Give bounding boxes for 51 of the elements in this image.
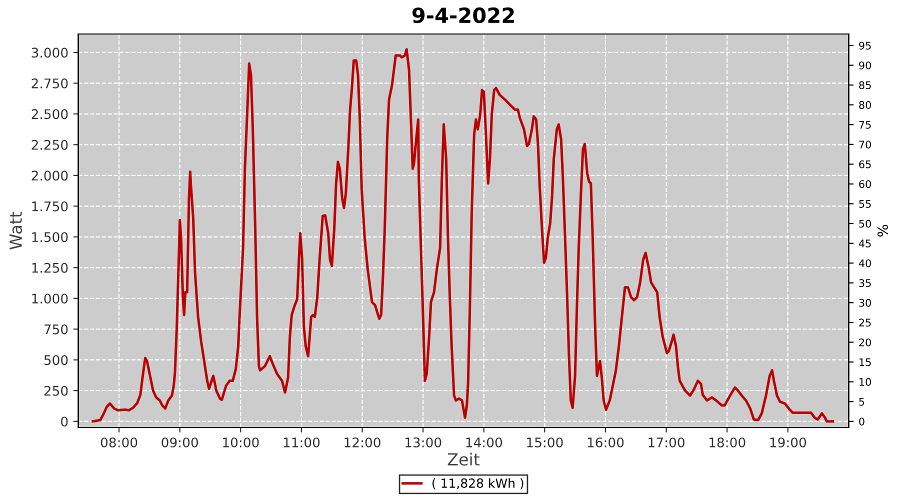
x-tick-label: 19:00 xyxy=(770,437,806,448)
x-tick-label: 16:00 xyxy=(588,437,624,448)
line-series xyxy=(92,48,834,423)
x-tick-label: 13:00 xyxy=(406,437,442,448)
y2-tick-label: 75 xyxy=(859,120,871,129)
y2-tick-label: 45 xyxy=(858,240,871,248)
y-tick-label: 250 xyxy=(44,386,68,396)
legend-label: ( 11,828 kWh ) xyxy=(432,478,524,490)
chart-title: 9-4-2022 xyxy=(412,7,514,24)
x-tick-label: 08:00 xyxy=(100,437,138,448)
y2-tick-label: 50 xyxy=(859,220,871,228)
y2-tick-label: 25 xyxy=(859,318,871,327)
x-tick-label: 12:00 xyxy=(344,437,380,448)
y-tick-label: 1.250 xyxy=(32,262,68,273)
y-tick-label: 1.000 xyxy=(32,294,68,304)
y2-tick-label: 30 xyxy=(859,298,871,307)
y-axis-title: Watt xyxy=(10,212,22,250)
y-tick-label: 2.000 xyxy=(32,170,68,181)
x-tick-label: 14:00 xyxy=(466,437,502,448)
y-tick-label: 0 xyxy=(61,416,68,427)
y2-tick-label: 60 xyxy=(859,180,871,188)
x-tick-label: 18:00 xyxy=(710,437,746,448)
y-tick-label: 2.500 xyxy=(32,109,68,120)
y2-tick-label: 35 xyxy=(859,279,871,287)
y-tick-label: 1.750 xyxy=(32,201,68,212)
y2-tick-label: 55 xyxy=(859,200,871,208)
y-tick-label: 2.750 xyxy=(32,78,68,88)
y2-tick-label: 40 xyxy=(858,259,871,268)
y2-tick-label: 80 xyxy=(859,101,871,109)
y2-tick-label: 65 xyxy=(859,160,871,168)
y2-tick-label: 15 xyxy=(860,358,871,366)
y-tick-label: 2.250 xyxy=(32,140,68,150)
y-tick-label: 1.500 xyxy=(32,232,68,242)
x-tick-label: 10:00 xyxy=(223,437,259,448)
y2-tick-label: 70 xyxy=(859,140,871,148)
x-axis-title: Zeit xyxy=(448,452,480,466)
y2-tick-label: 95 xyxy=(859,42,871,50)
y2-tick-label: 85 xyxy=(859,81,871,90)
x-tick-label: 17:00 xyxy=(648,437,684,448)
y2-tick-label: 0 xyxy=(859,418,864,426)
y2-tick-label: 5 xyxy=(859,398,864,406)
y-tick-label: 500 xyxy=(44,355,68,366)
y2-tick-label: 10 xyxy=(860,378,871,386)
y2-tick-label: 20 xyxy=(859,338,871,346)
y2-tick-label: 90 xyxy=(859,61,871,70)
x-tick-label: 15:00 xyxy=(527,437,563,448)
x-tick-label: 09:00 xyxy=(162,437,198,448)
y-tick-label: 3.000 xyxy=(32,48,68,58)
y2-axis-title: % xyxy=(877,224,888,237)
y-tick-label: 750 xyxy=(44,324,68,334)
x-tick-label: 11:00 xyxy=(284,437,320,448)
